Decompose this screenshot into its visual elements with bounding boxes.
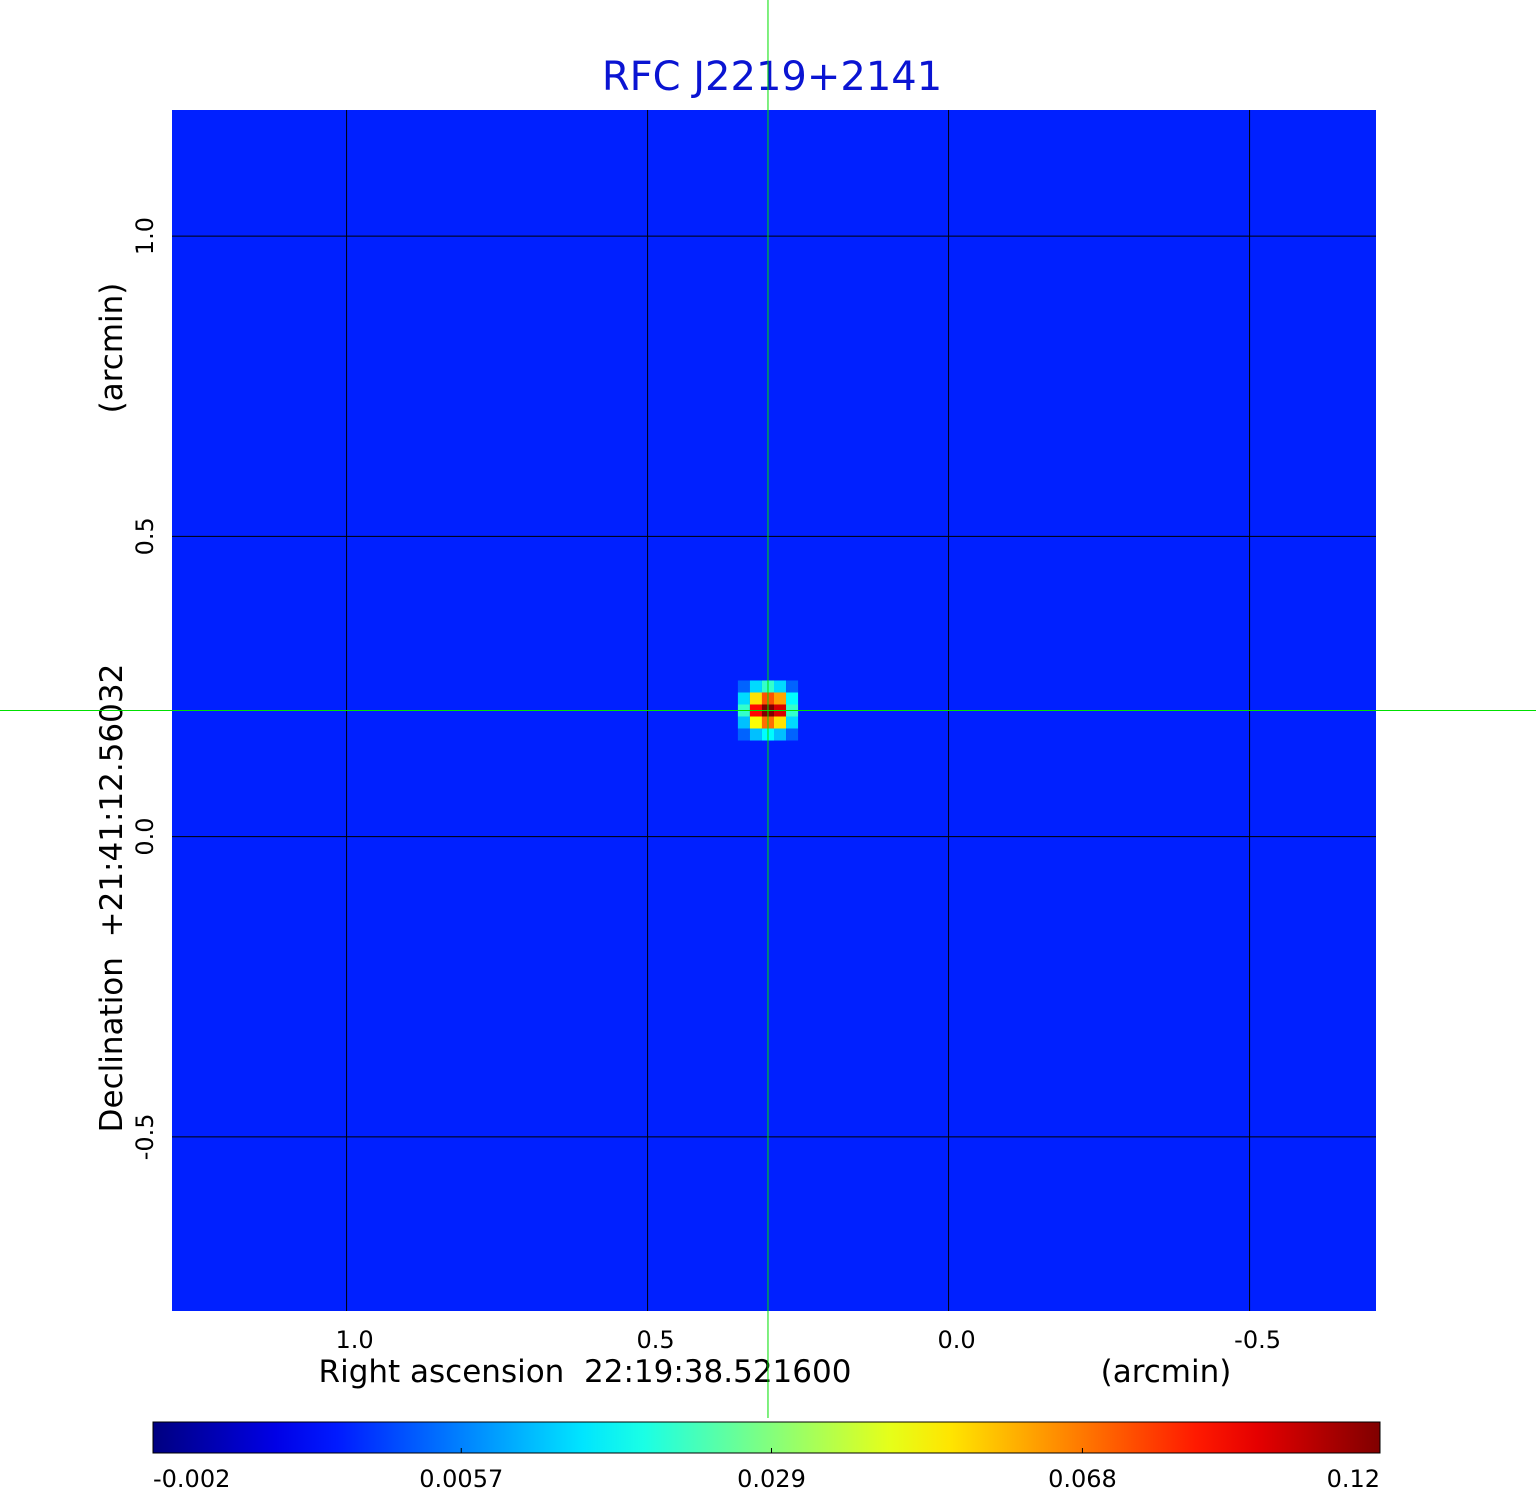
y-axis-label: Declination +21:41:12.56032	[94, 664, 130, 1133]
image-pixel	[749, 680, 762, 693]
y-tick-label: 1.0	[131, 217, 159, 255]
image-pixel	[774, 716, 787, 729]
chart-title: RFC J2219+2141	[602, 54, 942, 100]
image-pixel	[749, 716, 762, 729]
colorbar-tick-label: -0.002	[153, 1465, 230, 1493]
image-pixel	[774, 728, 787, 741]
x-axis-unit: (arcmin)	[1101, 1354, 1232, 1390]
image-pixel	[737, 692, 750, 705]
y-axis-unit: (arcmin)	[94, 283, 130, 414]
x-tick-label: -0.5	[1234, 1326, 1281, 1354]
image-pixel	[737, 728, 750, 741]
x-tick-label: 0.0	[937, 1326, 975, 1354]
colorbar-tick-label: 0.029	[737, 1465, 806, 1493]
y-tick-label: 0.5	[131, 517, 159, 555]
image-pixel	[774, 680, 787, 693]
image-pixel	[786, 716, 799, 729]
image-pixel	[786, 680, 799, 693]
y-tick-label: -0.5	[131, 1113, 159, 1160]
x-axis-label: Right ascension 22:19:38.521600	[319, 1354, 852, 1390]
colorbar	[152, 1421, 1381, 1454]
x-tick-label: 0.5	[636, 1326, 674, 1354]
colorbar-tick-label: 0.12	[1327, 1465, 1380, 1493]
image-pixel	[774, 692, 787, 705]
colorbar-tick-label: 0.0057	[419, 1465, 503, 1493]
image-pixel	[786, 692, 799, 705]
image-pixel	[737, 716, 750, 729]
image-pixel	[749, 692, 762, 705]
x-tick-label: 1.0	[335, 1326, 373, 1354]
y-tick-label: 0.0	[131, 818, 159, 856]
image-pixel	[749, 728, 762, 741]
colorbar-tick-label: 0.068	[1048, 1465, 1117, 1493]
image-pixel	[737, 680, 750, 693]
image-pixel	[786, 728, 799, 741]
